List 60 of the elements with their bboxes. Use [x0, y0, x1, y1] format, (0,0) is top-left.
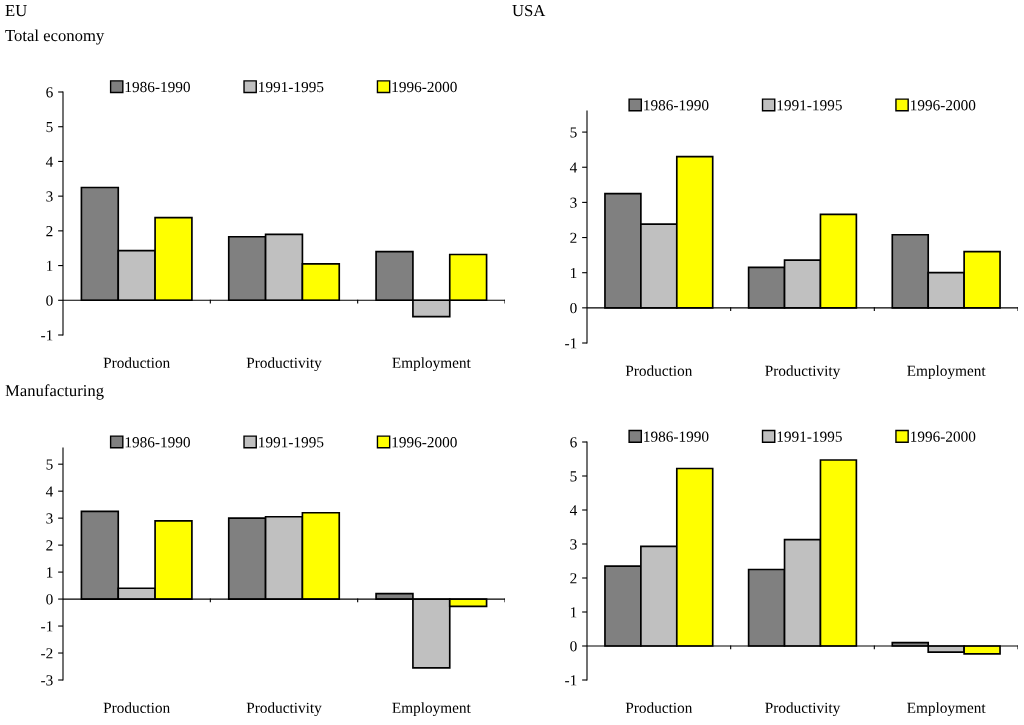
y-tick-label: 0	[46, 594, 53, 605]
x-tick-label: Production	[103, 702, 170, 713]
legend-label: 1986-1990	[644, 100, 709, 111]
legend-label: 1996-2000	[392, 81, 457, 93]
legend-label: 1996-2000	[392, 437, 457, 448]
legend-label: 1991-1995	[259, 437, 324, 448]
legend-label: 1996-2000	[911, 431, 976, 442]
legend-label: 1986-1990	[644, 431, 709, 442]
y-tick-label: -1	[565, 675, 577, 686]
y-tick-label: 3	[46, 191, 53, 202]
y-tick-label: 6	[570, 437, 577, 448]
y-tick-label: -1	[41, 621, 53, 632]
y-tick-label: -1	[565, 338, 577, 349]
y-tick-label: 4	[45, 486, 54, 497]
x-tick-label: Employment	[907, 365, 986, 380]
chart-subtitle: Total economy	[5, 29, 105, 45]
y-tick-label: 5	[46, 459, 53, 470]
y-tick-label: 5	[570, 471, 577, 482]
legend-label: 1991-1995	[259, 81, 324, 93]
x-tick-label: Productivity	[765, 702, 841, 717]
legend-label: 1986-1990	[125, 437, 190, 448]
y-tick-label: 0	[570, 641, 577, 652]
x-tick-label: Production	[625, 702, 693, 713]
y-tick-label: 3	[570, 539, 577, 550]
y-tick-label: 5	[46, 122, 53, 133]
y-tick-label: 3	[570, 197, 577, 208]
y-tick-label: 1	[570, 607, 577, 618]
x-tick-label: Employment	[392, 357, 471, 372]
legend-label: 1986-1990	[125, 81, 190, 93]
y-tick-label: -2	[41, 648, 53, 659]
y-tick-label: 6	[46, 87, 53, 98]
y-tick-label: 2	[46, 226, 53, 237]
legend-label: 1991-1995	[777, 431, 842, 442]
x-tick-label: Production	[103, 357, 170, 368]
y-tick-label: 2	[570, 573, 577, 584]
y-tick-label: 0	[570, 302, 577, 314]
y-tick-label: 2	[46, 540, 53, 551]
x-tick-label: Productivity	[246, 702, 322, 717]
x-tick-label: Productivity	[246, 357, 322, 372]
x-tick-label: Employment	[907, 702, 986, 717]
y-tick-label: 1	[570, 267, 577, 278]
y-tick-label: -1	[41, 330, 53, 341]
legend-label: 1991-1995	[777, 100, 842, 111]
y-tick-label: 4	[569, 505, 578, 516]
y-tick-label: 1	[46, 567, 53, 578]
y-tick-label: 1	[46, 260, 53, 271]
chart-title: USA	[512, 4, 546, 17]
x-tick-label: Productivity	[765, 365, 841, 380]
y-tick-label: 2	[570, 232, 577, 243]
y-tick-label: 5	[570, 127, 577, 138]
chart-title: Manufacturing	[5, 384, 104, 400]
y-tick-label: 4	[569, 162, 578, 173]
y-tick-label: -3	[41, 675, 53, 686]
y-tick-label: 4	[45, 156, 54, 167]
y-tick-label: 3	[46, 513, 53, 524]
x-tick-label: Production	[625, 365, 693, 376]
x-tick-label: Employment	[392, 702, 471, 717]
chart-title: EU	[5, 5, 27, 17]
y-tick-label: 0	[46, 295, 53, 306]
legend-label: 1996-2000	[911, 100, 976, 111]
